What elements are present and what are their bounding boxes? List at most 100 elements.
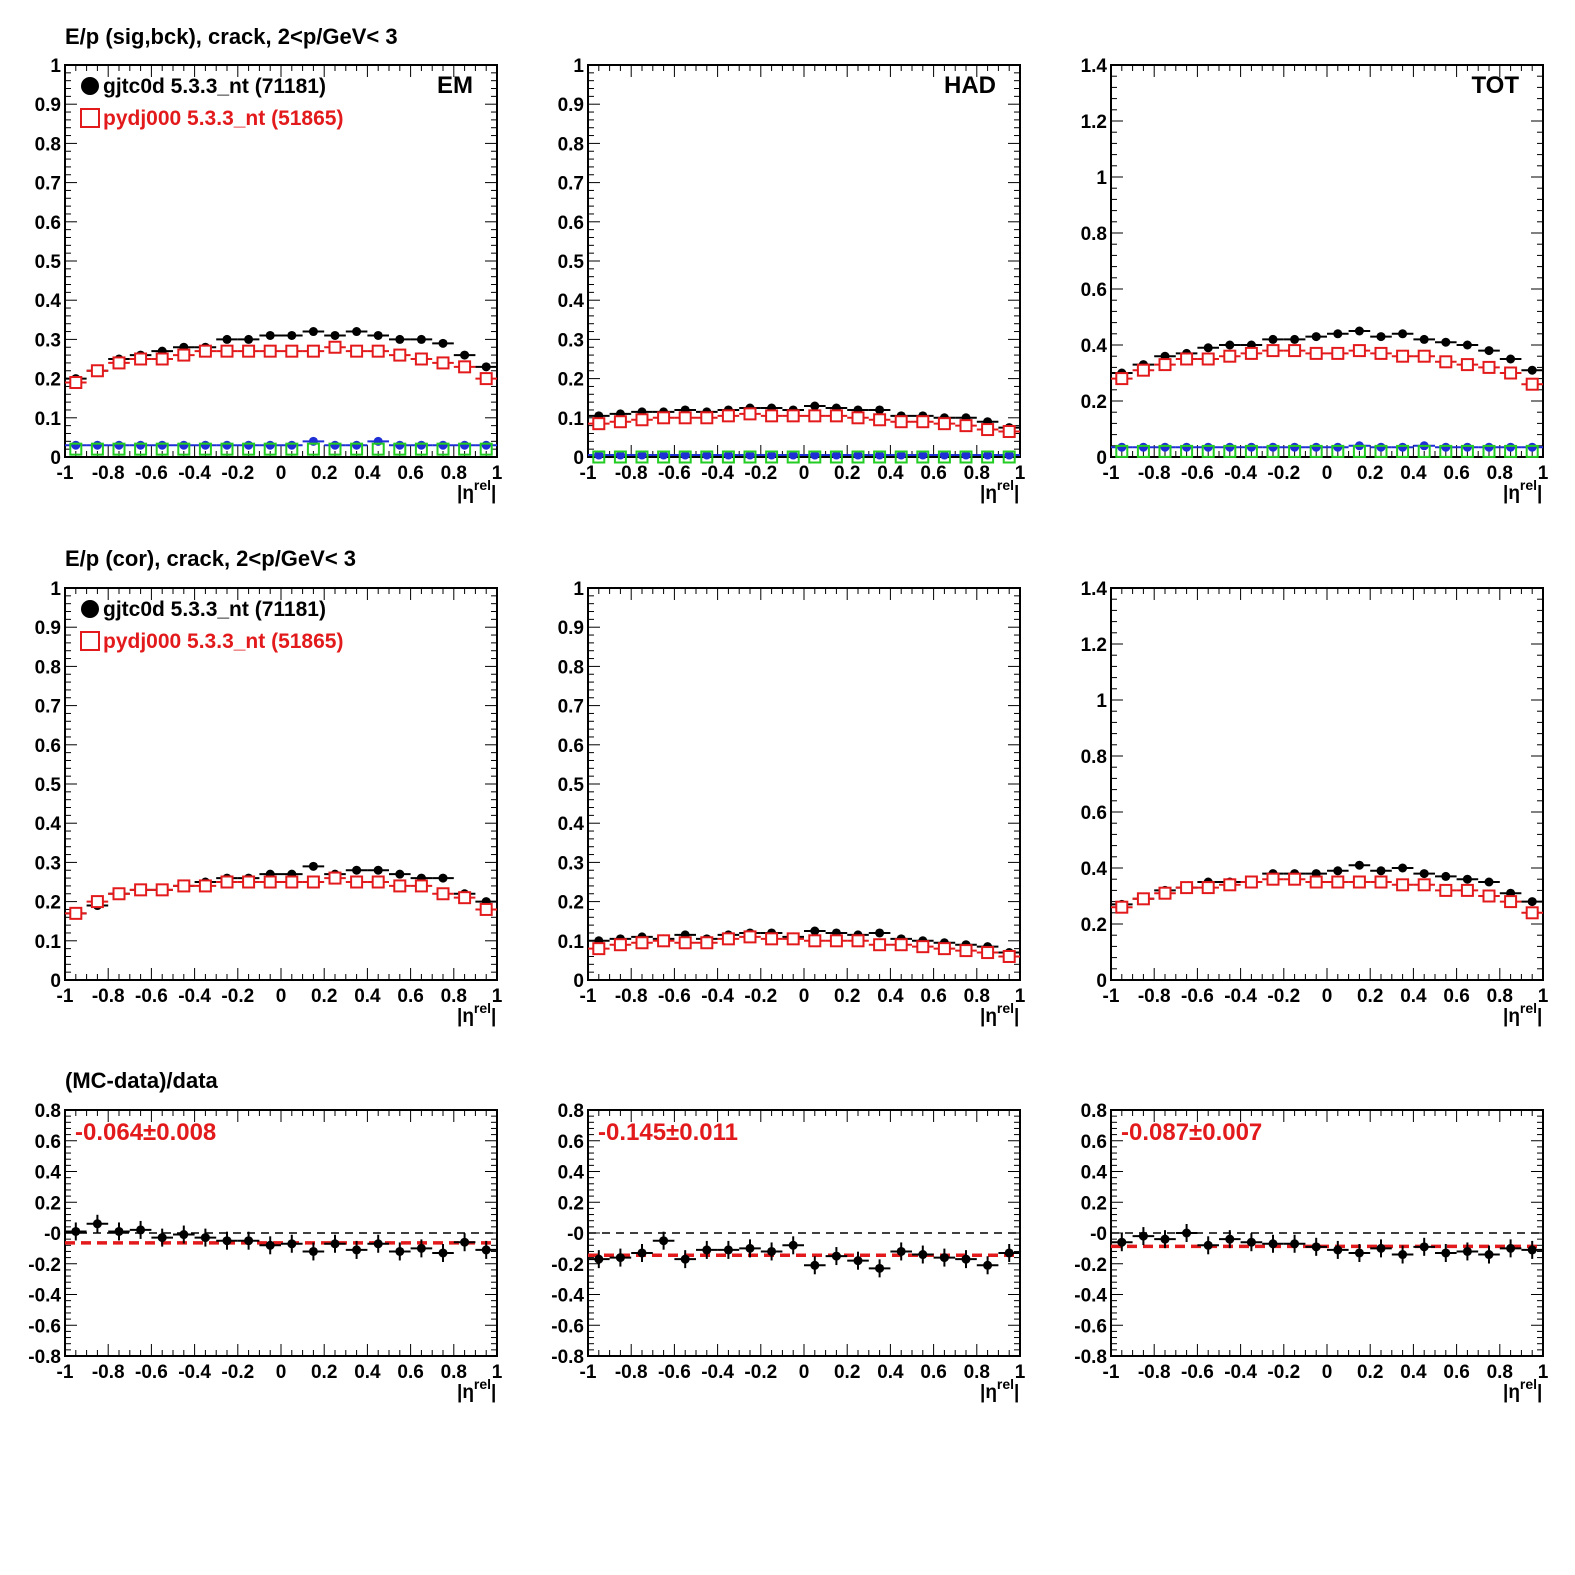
mc-point bbox=[436, 887, 450, 901]
x-tick-label: 0.6 bbox=[920, 986, 946, 1007]
x-axis-title: |ηrel| bbox=[980, 1000, 1019, 1027]
mc-point bbox=[263, 344, 277, 358]
x-tick-label: 0.2 bbox=[1357, 463, 1383, 484]
ratio-point bbox=[788, 1240, 798, 1250]
x-tick-label: -0.8 bbox=[1138, 986, 1171, 1007]
bck-mc-point bbox=[786, 450, 800, 464]
y-tick-label: -0.2 bbox=[28, 1255, 61, 1276]
bck-mc-point bbox=[1266, 444, 1280, 458]
data-point bbox=[1419, 334, 1429, 344]
mc-point bbox=[613, 938, 627, 952]
y-tick-label: -0 bbox=[44, 1224, 61, 1245]
data-point bbox=[1484, 877, 1494, 887]
x-tick-label: 0.6 bbox=[1443, 463, 1469, 484]
y-tick-label: 0.3 bbox=[558, 330, 584, 351]
bck-data-point bbox=[702, 450, 712, 460]
mc-point bbox=[1439, 883, 1453, 897]
bck-data-point bbox=[961, 450, 971, 460]
mc-point bbox=[1331, 875, 1345, 889]
y-tick-label: 0.6 bbox=[35, 213, 61, 234]
data-point bbox=[1376, 332, 1386, 342]
y-tick-label: 0.9 bbox=[558, 95, 584, 116]
bck-mc-point bbox=[155, 442, 169, 456]
data-point bbox=[287, 330, 297, 340]
panel-label: EM bbox=[437, 72, 473, 99]
mc-point bbox=[1352, 344, 1366, 358]
panel-had-row-3: -1 -0.8 -0.6 -0.4 -0.2 0 0.2 0.4 0.6 0.8 1-0.8-0.6… bbox=[551, 1101, 1025, 1403]
legend-mc-marker bbox=[80, 631, 100, 651]
x-tick-label: 0.4 bbox=[354, 1362, 381, 1383]
x-tick-label: -1 bbox=[580, 463, 597, 484]
mc-point bbox=[1417, 878, 1431, 892]
bck-data-point bbox=[831, 450, 841, 460]
panel-had-row-2: -1 -0.8 -0.6 -0.4 -0.2 0 0.2 0.4 0.6 0.8 1 0 0.1 0.2 0… bbox=[558, 579, 1026, 1027]
x-tick-label: -0.2 bbox=[744, 463, 777, 484]
ratio-point bbox=[594, 1254, 604, 1264]
panel-em-row-2: -1 -0.8 -0.6 -0.4 -0.2 0 0.2 0.4 0.6 0.8 1 0 0.1 0.2 0… bbox=[35, 579, 503, 1027]
x-tick-label: -0.8 bbox=[92, 463, 125, 484]
x-tick-label: 1 bbox=[492, 986, 503, 1007]
mc-point bbox=[479, 902, 493, 916]
x-tick-label: 0.4 bbox=[877, 986, 904, 1007]
ratio-point bbox=[1484, 1250, 1494, 1260]
ratio-point bbox=[157, 1233, 167, 1243]
x-tick-label: -0.2 bbox=[744, 1362, 777, 1383]
ratio-point bbox=[1117, 1237, 1127, 1247]
bck-mc-point bbox=[414, 442, 428, 456]
mc-point bbox=[371, 344, 385, 358]
ratio-point bbox=[265, 1240, 275, 1250]
x-tick-label: 1 bbox=[1538, 463, 1549, 484]
mc-point bbox=[1352, 875, 1366, 889]
x-tick-label: 0.8 bbox=[1487, 986, 1513, 1007]
x-tick-label: 0 bbox=[1322, 1362, 1333, 1383]
x-tick-label: 0.8 bbox=[441, 463, 467, 484]
mc-point bbox=[1288, 872, 1302, 886]
ratio-point bbox=[637, 1248, 647, 1258]
bck-mc-point bbox=[1417, 444, 1431, 458]
mc-point bbox=[851, 934, 865, 948]
mc-point bbox=[1266, 872, 1280, 886]
bck-mc-point bbox=[959, 450, 973, 464]
bck-data-point bbox=[767, 450, 777, 460]
x-tick-label: -0.2 bbox=[1267, 986, 1300, 1007]
x-tick-label: -0.2 bbox=[221, 1362, 254, 1383]
bck-data-point bbox=[853, 450, 863, 460]
ratio-point bbox=[1441, 1248, 1451, 1258]
y-tick-label: 0.3 bbox=[35, 330, 61, 351]
mc-point bbox=[829, 934, 843, 948]
bck-data-point bbox=[1506, 442, 1516, 452]
y-tick-label: -0.2 bbox=[551, 1255, 584, 1276]
y-tick-label: -0.6 bbox=[28, 1316, 61, 1337]
x-tick-label: 0.2 bbox=[834, 463, 860, 484]
y-tick-label: 1.4 bbox=[1081, 56, 1108, 77]
panel-em-row-1: -1 -0.8 -0.6 -0.4 -0.2 0 0.2 0.4 0.6 0.8 1 0 0.1 0.2 0… bbox=[35, 56, 503, 504]
bck-data-point bbox=[395, 440, 405, 450]
bck-mc-point bbox=[350, 442, 364, 456]
ratio-point bbox=[810, 1260, 820, 1270]
ratio-point bbox=[659, 1236, 669, 1246]
y-tick-label: 0.2 bbox=[1081, 1193, 1107, 1214]
legend-mc-label: pydj000 5.3.3_nt (51865) bbox=[103, 630, 343, 653]
ratio-point bbox=[615, 1253, 625, 1263]
ratio-point bbox=[71, 1226, 81, 1236]
mc-point bbox=[1180, 881, 1194, 895]
bck-mc-point bbox=[479, 442, 493, 456]
y-tick-label: 1 bbox=[1096, 691, 1107, 712]
bck-data-point bbox=[788, 450, 798, 460]
legend-data-label: gjtc0d 5.3.3_nt (71181) bbox=[103, 598, 326, 621]
ratio-point bbox=[1398, 1250, 1408, 1260]
bck-data-point bbox=[594, 450, 604, 460]
mc-point bbox=[393, 348, 407, 362]
bck-data-point bbox=[71, 440, 81, 450]
bck-data-point bbox=[1290, 442, 1300, 452]
data-point bbox=[308, 327, 318, 337]
ratio-point bbox=[939, 1253, 949, 1263]
data-point bbox=[460, 350, 470, 360]
mc-point bbox=[1309, 875, 1323, 889]
bck-mc-point bbox=[981, 450, 995, 464]
fit-result-label: -0.145±0.011 bbox=[598, 1119, 738, 1146]
legend-mc-marker bbox=[80, 108, 100, 128]
mc-point bbox=[808, 934, 822, 948]
